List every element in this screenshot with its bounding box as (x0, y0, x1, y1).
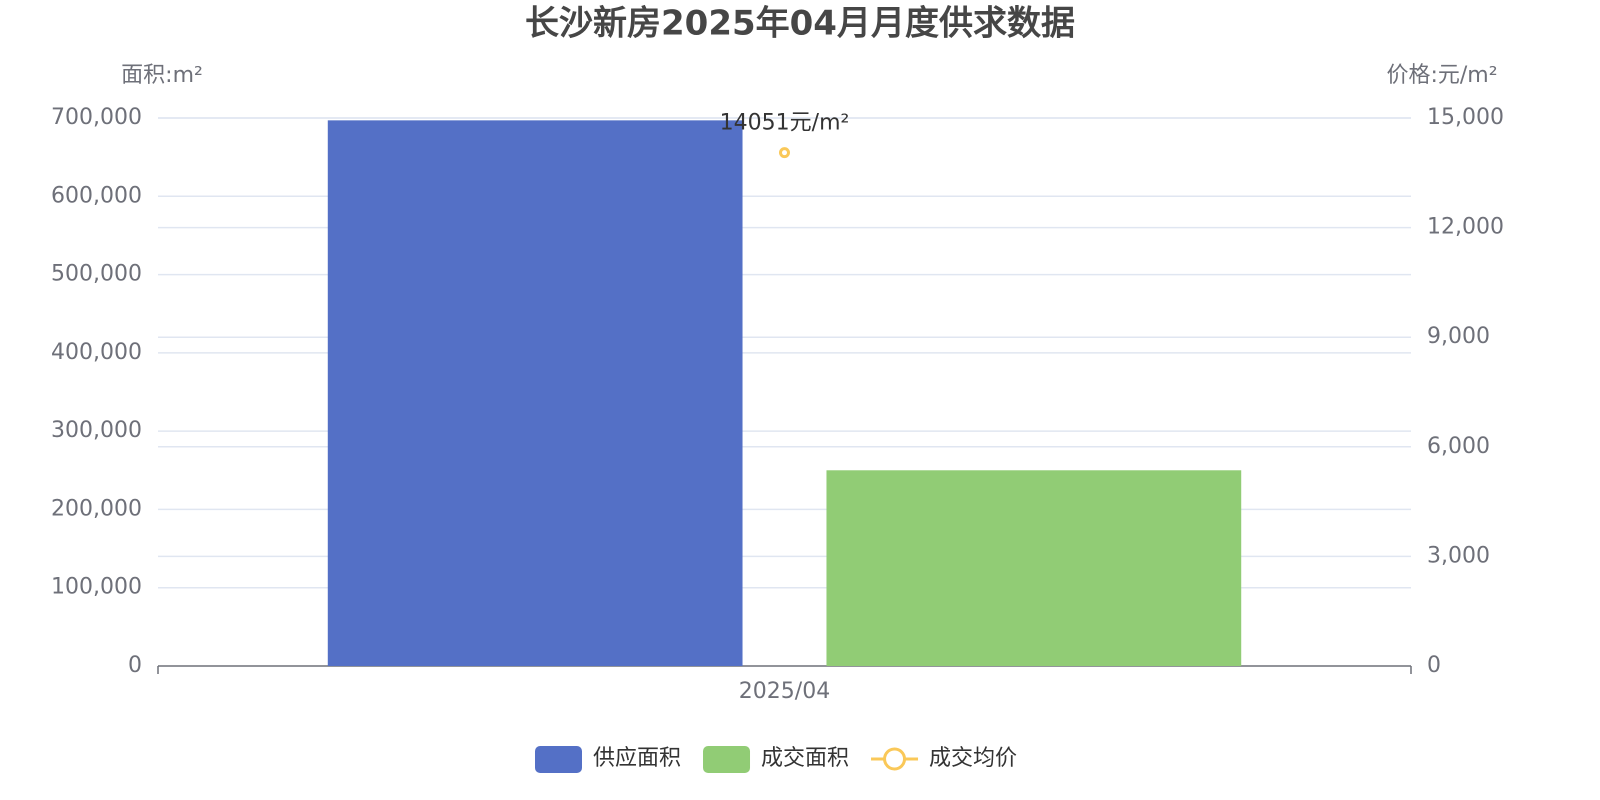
y-tick-label: 700,000 (51, 105, 142, 130)
bar (826, 470, 1242, 666)
legend-label[interactable]: 成交面积 (761, 746, 849, 771)
y2-tick-label: 0 (1427, 653, 1441, 678)
y-tick-label: 100,000 (51, 575, 142, 600)
y2-tick-label: 15,000 (1427, 105, 1504, 130)
y2-tick-label: 6,000 (1427, 434, 1490, 459)
y-tick-label: 600,000 (51, 183, 142, 208)
legend-swatch[interactable] (535, 746, 582, 773)
y-tick-label: 500,000 (51, 262, 142, 287)
y-tick-label: 300,000 (51, 418, 142, 443)
y-axis-label: 面积:m² (121, 63, 203, 88)
y-tick-label: 0 (128, 653, 142, 678)
legend-swatch[interactable] (703, 746, 751, 773)
data-label: 14051元/m² (720, 111, 850, 136)
y2-tick-label: 12,000 (1427, 215, 1504, 240)
y2-tick-label: 9,000 (1427, 324, 1490, 349)
legend-swatch[interactable] (883, 747, 907, 771)
legend-label[interactable]: 成交均价 (929, 746, 1017, 771)
y2-tick-label: 3,000 (1427, 543, 1490, 568)
y2-axis-label: 价格:元/m² (1386, 63, 1497, 88)
bar (327, 120, 743, 666)
chart-title: 长沙新房2025年04月月度供求数据 (525, 4, 1075, 44)
line-point (779, 147, 790, 159)
legend-label[interactable]: 供应面积 (593, 746, 681, 771)
x-tick-label: 2025/04 (739, 679, 830, 704)
y-tick-label: 400,000 (51, 340, 142, 365)
y-tick-label: 200,000 (51, 496, 142, 521)
